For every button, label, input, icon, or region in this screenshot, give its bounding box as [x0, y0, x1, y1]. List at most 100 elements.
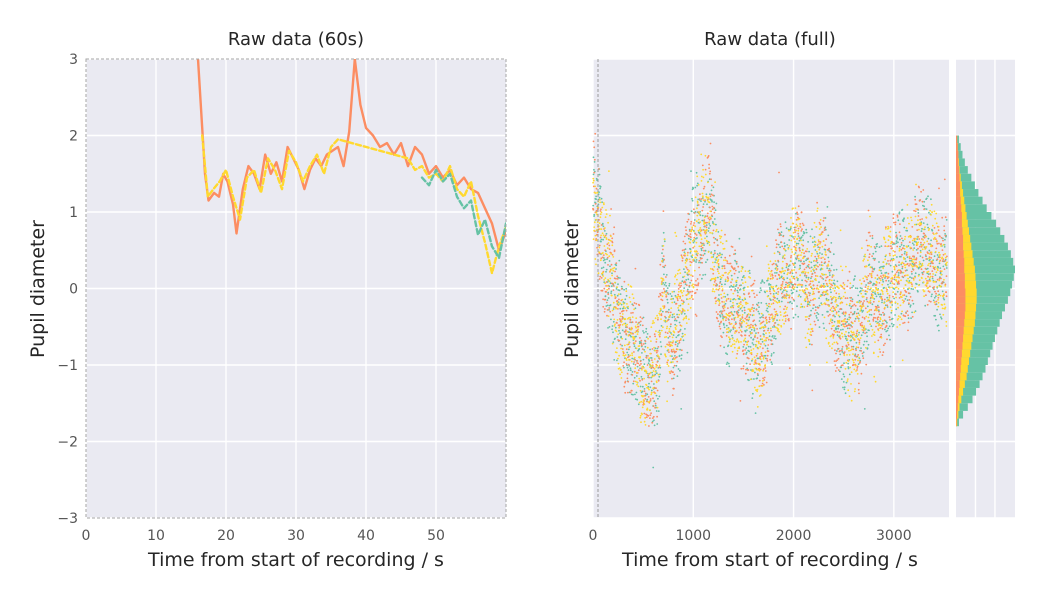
scatter-point [700, 180, 703, 182]
scatter-point [602, 254, 605, 256]
scatter-point [608, 248, 611, 251]
scatter-point [857, 334, 860, 336]
scatter-point [788, 294, 791, 297]
scatter-point [704, 173, 707, 176]
scatter-point [818, 257, 820, 259]
scatter-point [799, 289, 801, 292]
scatter-point [615, 288, 618, 290]
scatter-point [909, 235, 912, 238]
scatter-point [618, 298, 620, 301]
scatter-point [678, 284, 680, 287]
scatter-point [914, 265, 916, 267]
scatter-point [659, 332, 662, 334]
scatter-point [668, 341, 670, 343]
scatter-point [844, 291, 846, 294]
scatter-point [935, 222, 938, 225]
scatter-point [763, 333, 765, 336]
scatter-point [886, 306, 889, 308]
scatter-point [748, 316, 751, 319]
scatter-point [842, 287, 845, 290]
scatter-point [671, 291, 674, 293]
scatter-point [917, 219, 919, 222]
scatter-point [745, 322, 748, 325]
scatter-point [714, 258, 717, 260]
scatter-point [921, 248, 924, 251]
scatter-point [807, 291, 810, 294]
scatter-point [789, 260, 792, 262]
scatter-point [649, 366, 651, 368]
scatter-point [643, 331, 645, 334]
scatter-point [641, 348, 644, 350]
scatter-point [704, 249, 707, 252]
scatter-point [738, 346, 741, 348]
scatter-point [701, 214, 704, 217]
scatter-point [839, 302, 842, 305]
scatter-point [598, 219, 600, 221]
scatter-point [600, 224, 603, 226]
scatter-point [805, 293, 808, 296]
scatter-point [616, 286, 618, 289]
scatter-point [942, 281, 944, 283]
scatter-point [619, 302, 622, 305]
histogram-bar [956, 150, 963, 159]
scatter-point [822, 273, 825, 276]
scatter-point [613, 226, 616, 229]
scatter-point [650, 340, 652, 342]
scatter-point [685, 284, 688, 286]
scatter-point [883, 314, 885, 316]
scatter-point [624, 307, 627, 310]
scatter-point [942, 295, 944, 298]
scatter-point [894, 274, 897, 277]
scatter-point [828, 322, 831, 325]
scatter-point [658, 375, 661, 378]
scatter-point [862, 289, 864, 292]
scatter-point [872, 316, 875, 319]
scatter-point [935, 271, 938, 274]
scatter-point [633, 302, 636, 304]
scatter-point [790, 239, 793, 242]
scatter-point [731, 334, 733, 337]
scatter-point [607, 264, 609, 266]
scatter-point [792, 277, 795, 279]
scatter-point [869, 299, 872, 302]
scatter-point [744, 349, 746, 351]
scatter-point [850, 383, 852, 385]
scatter-point [683, 310, 686, 312]
scatter-point [651, 348, 654, 350]
scatter-point [771, 315, 774, 317]
scatter-point [936, 278, 939, 281]
scatter-point [736, 352, 739, 355]
scatter-point [748, 327, 751, 330]
scatter-point [833, 360, 836, 362]
scatter-point [913, 209, 915, 212]
histogram-bar [956, 135, 958, 144]
scatter-point [713, 223, 715, 226]
scatter-point [738, 284, 741, 287]
scatter-point [660, 318, 662, 321]
scatter-point [872, 270, 874, 273]
scatter-point [621, 329, 624, 332]
scatter-point [812, 307, 814, 310]
scatter-point [930, 198, 932, 201]
scatter-point [809, 314, 811, 317]
scatter-point [911, 226, 914, 228]
histogram-bar [956, 181, 961, 190]
scatter-point [734, 298, 737, 301]
scatter-point [674, 326, 677, 329]
scatter-point [689, 297, 691, 300]
scatter-point [754, 412, 757, 414]
scatter-point [718, 304, 720, 306]
scatter-point [663, 283, 666, 286]
scatter-point [824, 261, 827, 264]
scatter-point [811, 280, 813, 283]
scatter-point [689, 252, 692, 254]
scatter-point [622, 302, 625, 305]
scatter-point [815, 250, 818, 253]
scatter-point [708, 163, 710, 166]
scatter-point [781, 245, 784, 248]
scatter-point [806, 332, 809, 335]
scatter-point [691, 294, 693, 297]
scatter-point [701, 277, 703, 280]
scatter-point [791, 222, 794, 225]
scatter-point [665, 295, 668, 297]
